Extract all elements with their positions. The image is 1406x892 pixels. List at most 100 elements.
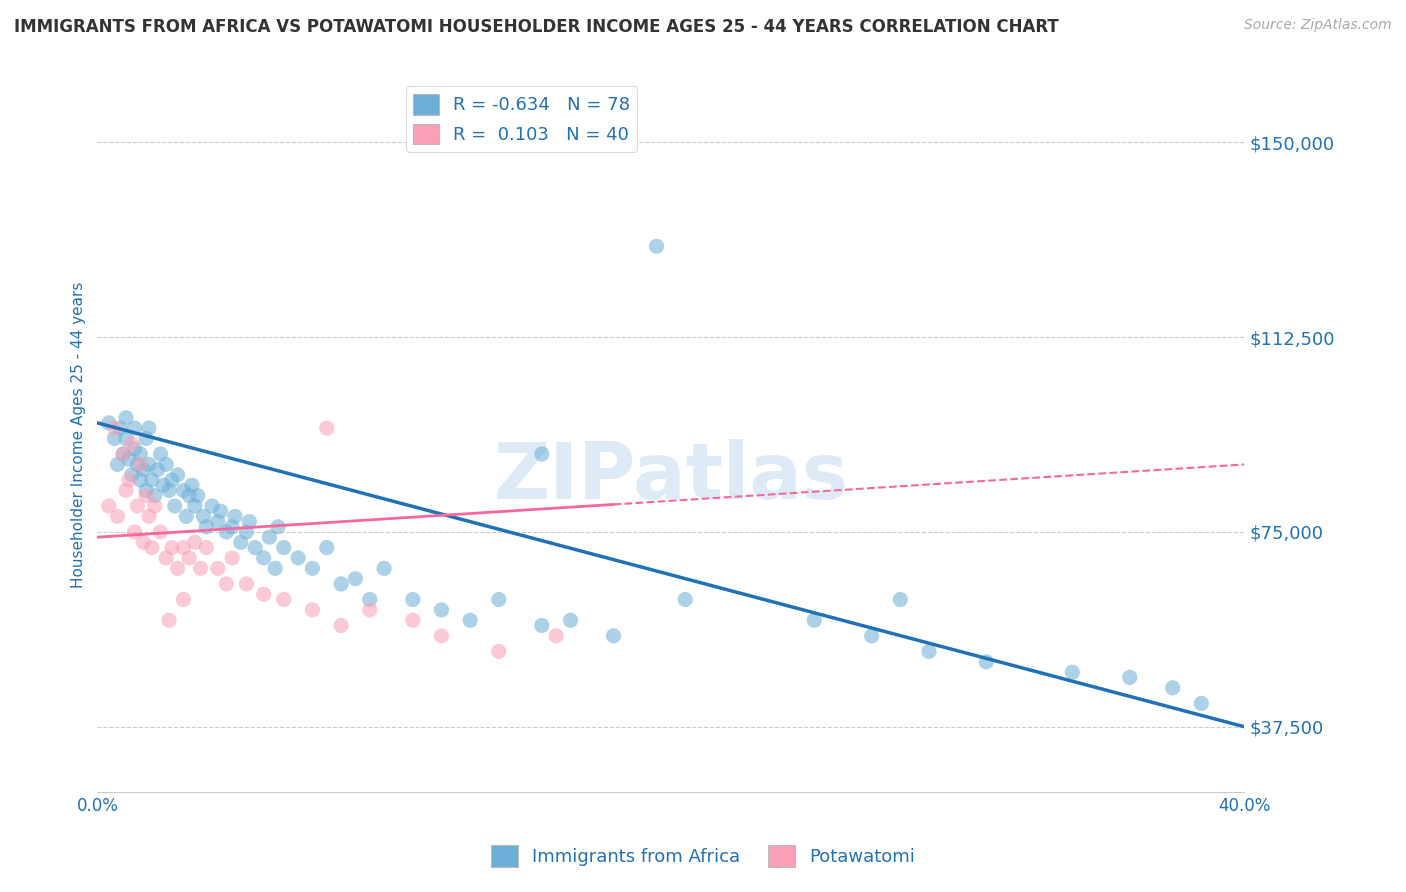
Point [229,535,252,549]
Point [253,587,276,601]
Point [143,489,166,503]
Point [359,592,381,607]
Point [110,421,132,435]
Point [129,447,152,461]
Point [238,515,260,529]
Point [155,550,177,565]
Point [138,421,160,435]
Point [174,509,197,524]
Point [97,499,120,513]
Point [267,520,290,534]
Point [430,603,453,617]
Point [221,550,243,565]
Point [215,577,238,591]
Point [179,550,201,565]
Point [221,520,243,534]
Point [138,458,160,472]
Point [673,592,696,607]
Point [402,592,425,607]
Point [157,483,180,498]
Point [273,592,295,607]
Point [149,524,172,539]
Point [166,467,188,482]
Point [243,541,266,555]
Point [103,421,125,435]
Point [129,473,152,487]
Point [129,458,152,472]
Point [224,509,246,524]
Point [530,447,553,461]
Point [259,530,281,544]
Point [107,458,129,472]
Point [135,432,157,446]
Point [546,629,568,643]
Point [172,541,194,555]
Point [209,504,232,518]
Point [860,629,883,643]
Point [253,550,276,565]
Point [602,629,624,643]
Point [166,561,188,575]
Point [187,489,209,503]
Point [124,442,146,456]
Point [103,432,125,446]
Point [127,499,149,513]
Point [152,478,174,492]
Point [127,458,149,472]
Point [141,473,163,487]
Text: Source: ZipAtlas.com: Source: ZipAtlas.com [1244,18,1392,32]
Point [132,535,155,549]
Point [97,416,120,430]
Point [458,613,481,627]
Point [402,613,425,627]
Point [1161,681,1184,695]
Point [157,613,180,627]
Legend: R = -0.634   N = 78, R =  0.103   N = 40: R = -0.634 N = 78, R = 0.103 N = 40 [406,87,637,152]
Point [181,478,204,492]
Point [330,577,353,591]
Point [330,618,353,632]
Point [976,655,998,669]
Point [124,524,146,539]
Point [803,613,825,627]
Point [273,541,295,555]
Point [124,421,146,435]
Point [160,473,183,487]
Point [215,524,238,539]
Point [918,644,941,658]
Point [1189,697,1212,711]
Point [344,572,367,586]
Point [488,592,510,607]
Point [287,550,309,565]
Point [112,447,135,461]
Point [132,462,155,476]
Point [315,541,337,555]
Point [107,509,129,524]
Point [1118,670,1140,684]
Point [121,436,143,450]
Point [172,592,194,607]
Point [301,561,323,575]
Point [155,458,177,472]
Point [163,499,186,513]
Point [359,603,381,617]
Point [115,410,138,425]
Point [889,592,911,607]
Point [190,561,212,575]
Point [135,489,157,503]
Point [141,541,163,555]
Point [1062,665,1084,680]
Point [195,541,218,555]
Point [207,561,229,575]
Point [115,432,138,446]
Point [118,452,141,467]
Legend: Immigrants from Africa, Potawatomi: Immigrants from Africa, Potawatomi [484,838,922,874]
Point [160,541,183,555]
Text: IMMIGRANTS FROM AFRICA VS POTAWATOMI HOUSEHOLDER INCOME AGES 25 - 44 YEARS CORRE: IMMIGRANTS FROM AFRICA VS POTAWATOMI HOU… [14,18,1059,36]
Point [430,629,453,643]
Text: ZIPatlas: ZIPatlas [494,440,848,516]
Point [315,421,337,435]
Point [138,509,160,524]
Point [143,499,166,513]
Point [373,561,395,575]
